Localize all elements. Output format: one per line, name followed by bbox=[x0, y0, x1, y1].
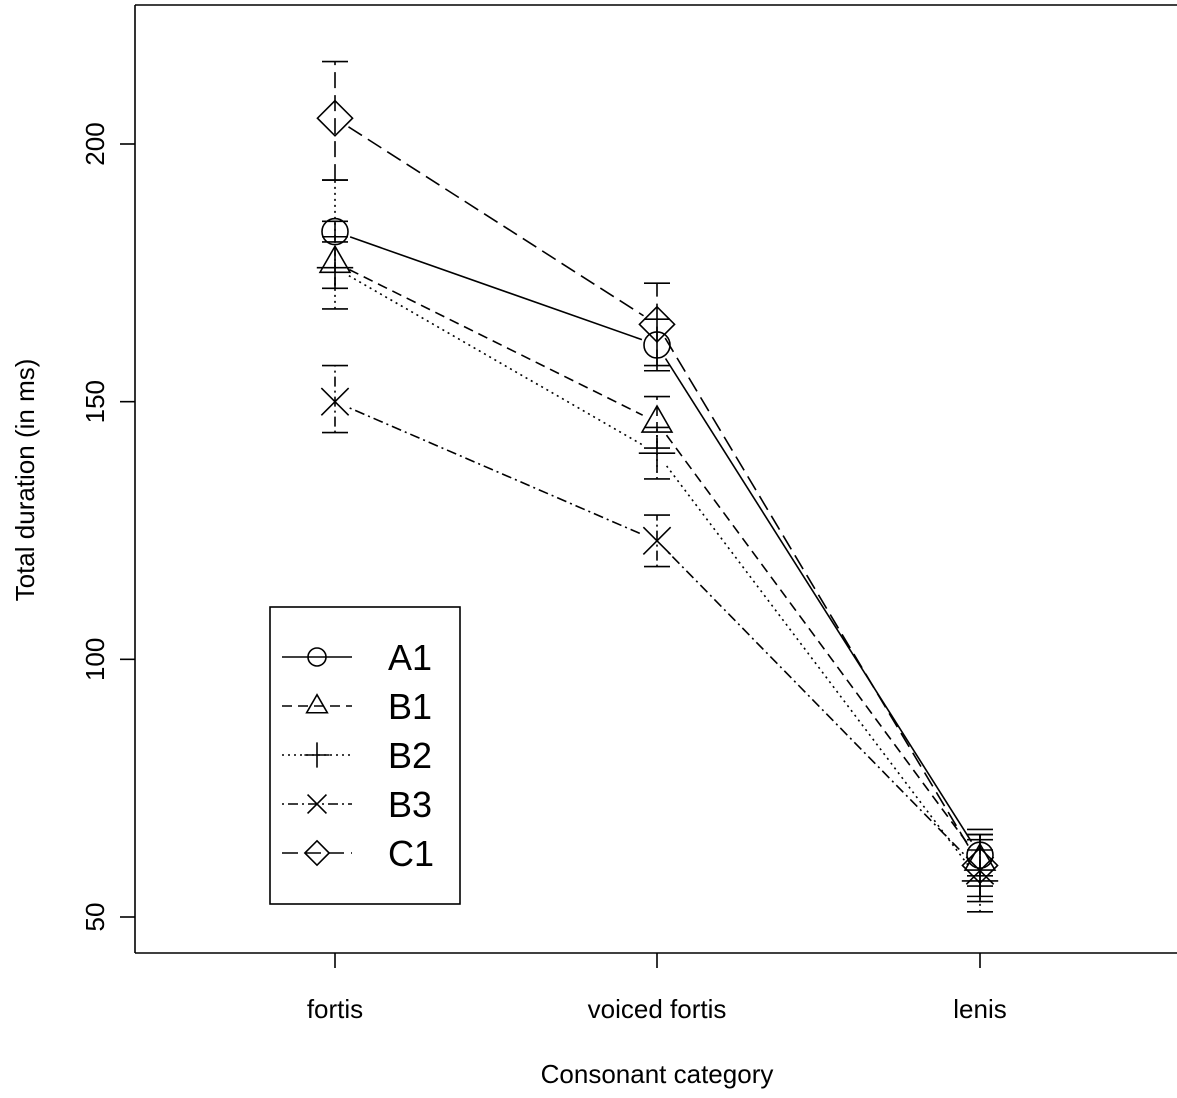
series-line-B2 bbox=[348, 274, 644, 446]
point-C1 bbox=[316, 99, 354, 137]
series-line-B3 bbox=[667, 551, 970, 860]
legend-label-C1: C1 bbox=[388, 833, 434, 874]
point-B1 bbox=[640, 404, 674, 433]
point-C1 bbox=[961, 846, 999, 885]
y-axis-label: Total duration (in ms) bbox=[10, 359, 40, 602]
point-B3 bbox=[642, 526, 672, 556]
legend-label-A1: A1 bbox=[388, 637, 432, 678]
legend-marker-B3 bbox=[306, 793, 328, 815]
series-line-B2 bbox=[666, 465, 971, 869]
x-tick-label: lenis bbox=[953, 994, 1006, 1024]
y-tick-label: 50 bbox=[80, 903, 110, 932]
point-B2 bbox=[316, 249, 354, 286]
x-tick-label: fortis bbox=[307, 994, 363, 1024]
x-tick-label: voiced fortis bbox=[588, 994, 727, 1024]
legend-marker-C1 bbox=[303, 839, 331, 867]
legend-marker-B2 bbox=[304, 742, 330, 768]
legend-label-B2: B2 bbox=[388, 735, 432, 776]
y-tick-label: 150 bbox=[80, 380, 110, 423]
y-tick-label: 200 bbox=[80, 122, 110, 165]
point-B3 bbox=[320, 387, 350, 416]
series-line-A1 bbox=[349, 236, 643, 341]
y-tick-label: 100 bbox=[80, 638, 110, 681]
series-line-C1 bbox=[664, 337, 973, 853]
legend-marker-B1 bbox=[305, 693, 329, 714]
series-line-A1 bbox=[664, 358, 973, 843]
legend-label-B3: B3 bbox=[388, 784, 432, 825]
series-line-C1 bbox=[348, 126, 644, 317]
series-line-B3 bbox=[349, 407, 643, 536]
series-line-B1 bbox=[348, 268, 644, 416]
legend-marker-A1 bbox=[307, 647, 327, 667]
series-line-B1 bbox=[665, 434, 972, 848]
x-axis-label: Consonant category bbox=[541, 1059, 774, 1089]
point-B2 bbox=[638, 435, 676, 472]
point-C1 bbox=[638, 305, 676, 344]
legend-label-B1: B1 bbox=[388, 686, 432, 727]
